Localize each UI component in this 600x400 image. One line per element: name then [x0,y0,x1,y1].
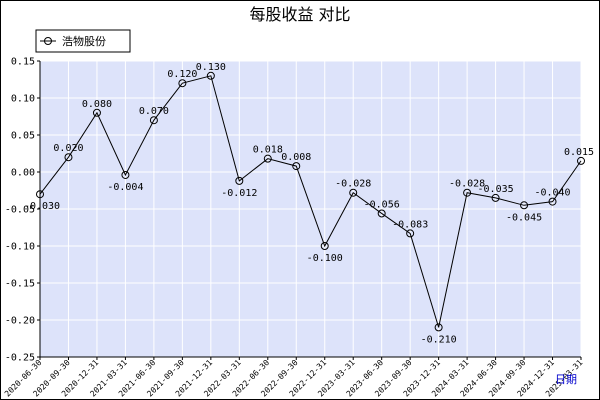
legend-box [35,29,131,53]
data-point-15 [463,188,472,197]
data-point-6 [206,71,215,80]
data-label-8: 0.018 [253,145,283,156]
data-point-17 [520,201,529,210]
legend-circle-marker [44,37,52,45]
legend-label: 浩物股份 [62,34,106,48]
data-label-1: 0.020 [53,143,83,154]
x-axis-label: 日期 [555,373,577,386]
data-point-8 [263,154,272,163]
y-tick-label-8: -0.25 [5,353,35,364]
data-point-4 [149,116,158,125]
y-tick-label-2: 0.05 [11,131,35,142]
data-label-19: 0.015 [564,147,594,158]
data-label-16: -0.035 [478,184,514,195]
data-label-18: -0.040 [534,188,570,199]
chart-title: 每股收益 对比 [249,5,350,24]
data-point-0 [36,190,44,199]
data-label-7: -0.012 [221,188,257,199]
y-tick-label-5: -0.10 [5,242,35,253]
data-point-10 [320,242,329,250]
legend: 浩物股份 [35,29,131,53]
y-tick-label-6: -0.15 [5,279,35,290]
grid-lines [39,60,582,358]
data-point-5 [178,79,187,88]
x-axis-ticks: 2020-06-302020-09-302020-12-312021-03-31… [3,357,585,398]
series-lines [39,75,582,328]
data-label-9: 0.008 [281,152,311,163]
data-point-7 [235,176,244,185]
y-tick-label-4: -0.05 [5,205,35,216]
data-label-13: -0.083 [392,219,428,230]
data-point-11 [349,188,358,197]
y-tick-label-0: 0.15 [11,57,35,68]
y-tick-label-3: 0.00 [11,168,35,179]
data-label-5: 0.120 [167,69,197,80]
data-label-10: -0.100 [307,253,343,264]
data-point-9 [292,162,301,171]
data-point-19 [577,156,585,165]
data-point-18 [548,197,557,206]
data-label-17: -0.045 [506,212,542,223]
data-label-15: -0.028 [449,179,485,190]
data-label-2: 0.080 [82,99,112,110]
data-points [36,71,585,332]
y-tick-label-1: 0.10 [11,94,35,105]
y-tick-label-7: -0.20 [5,316,35,327]
data-point-14 [434,323,443,332]
data-label-14: -0.210 [421,334,457,345]
data-label-11: -0.028 [335,179,371,190]
data-point-13 [406,229,415,238]
data-label-12: -0.056 [364,199,400,210]
data-label-3: -0.004 [107,182,143,193]
data-label-4: 0.070 [139,106,169,117]
data-label-0: -0.030 [24,201,60,212]
data-point-16 [491,193,500,202]
series-line-0 [39,75,582,328]
y-axis-ticks: 0.15 0.10 0.05 0.00 -0.05 -0.10 -0.15 -0.20 -0.2… [5,57,40,364]
data-point-12 [377,209,386,218]
data-point-2 [92,108,101,117]
data-point-1 [64,153,73,162]
data-point-3 [121,170,130,179]
data-label-6: 0.130 [196,62,226,73]
